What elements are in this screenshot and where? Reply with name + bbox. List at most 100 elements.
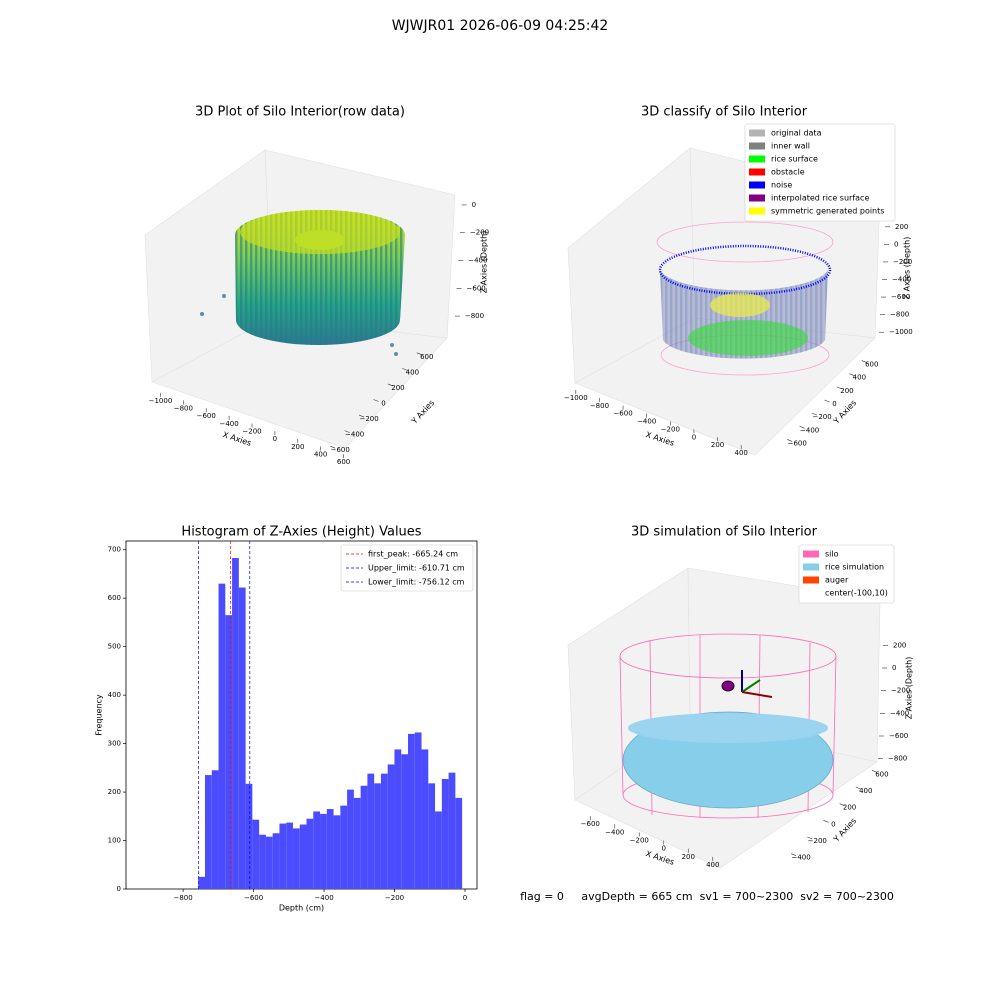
y-tick-label: 400 xyxy=(406,368,419,376)
x-tick-label: 400 xyxy=(706,861,719,869)
x-tick-label: −800 xyxy=(590,402,609,410)
tick-mark xyxy=(790,853,797,856)
y-tick-label: 100 xyxy=(108,837,121,845)
x-tick-label: 200 xyxy=(291,443,304,451)
legend-label: interpolated rice surface xyxy=(771,194,869,203)
tick-mark xyxy=(799,426,805,429)
bar xyxy=(401,754,408,889)
y-tick-label: 600 xyxy=(108,594,121,602)
legend-label: inner wall xyxy=(771,142,810,151)
x-tick-label: 0 xyxy=(692,433,696,441)
y-tick-label: −200 xyxy=(808,837,827,845)
z-tick-label: −400 xyxy=(892,276,911,284)
bar xyxy=(407,733,415,889)
legend-box xyxy=(340,544,474,592)
bar xyxy=(347,789,354,889)
z-tick-label: 0 xyxy=(472,201,476,209)
bar xyxy=(441,778,449,889)
y-tick-label: 300 xyxy=(108,740,121,748)
x-tick-label: −600 xyxy=(613,410,632,418)
y-tick-label: 600 xyxy=(420,353,433,361)
z-tick-label: −1000 xyxy=(889,328,913,336)
x-tick-label: 0 xyxy=(662,845,666,853)
bar xyxy=(252,819,260,889)
bar xyxy=(435,811,442,889)
x-tick-label: 200 xyxy=(682,853,695,861)
y-tick-label: 400 xyxy=(853,374,866,382)
y-tick-label: −200 xyxy=(359,415,378,423)
y-tick-label: 200 xyxy=(108,788,121,796)
z-tick-label: −200 xyxy=(470,229,489,237)
bar xyxy=(232,557,239,889)
y-tick-label: 500 xyxy=(108,643,121,651)
tick-mark xyxy=(416,352,422,356)
legend-label: symmetric generated points xyxy=(771,207,884,216)
bar xyxy=(272,833,280,889)
y-tick-label: 0 xyxy=(832,400,836,408)
y-axis-label: Frequency xyxy=(95,694,104,736)
auger xyxy=(721,670,773,698)
bar xyxy=(374,783,381,889)
z-tick-label: −400 xyxy=(890,709,909,717)
tick-mark xyxy=(387,383,394,387)
tick-mark xyxy=(373,399,379,402)
tick-mark xyxy=(823,820,829,823)
x-tick-label: −600 xyxy=(581,820,600,828)
y-tick-label: −400 xyxy=(800,426,819,434)
legend-label: Lower_limit: -756.12 cm xyxy=(368,578,465,587)
z-tick-label: −400 xyxy=(468,257,487,265)
tick-mark xyxy=(402,368,408,371)
bar xyxy=(387,764,395,889)
bar xyxy=(455,797,463,889)
tick-mark xyxy=(344,430,350,433)
legend-box xyxy=(744,123,896,222)
x-tick-label: −200 xyxy=(661,425,680,433)
bar xyxy=(414,732,422,889)
y-tick-label: 400 xyxy=(108,691,121,699)
legend-swatch xyxy=(803,576,819,584)
bar xyxy=(340,805,348,889)
z-tick-label: 0 xyxy=(892,664,896,672)
tick-mark xyxy=(787,439,793,442)
y-tick-label: 200 xyxy=(840,387,853,395)
x-tick-label: −200 xyxy=(242,428,261,436)
plot-title: 3D classify of Silo Interior xyxy=(641,105,808,120)
simulation xyxy=(619,633,837,819)
z-tick-label: −600 xyxy=(467,284,486,292)
z-tick-label: −800 xyxy=(465,312,484,320)
suptitle: WJWJR01 2026-06-09 04:25:42 xyxy=(392,18,609,34)
legend-label: obstacle xyxy=(771,168,805,177)
footer: flag = 0 avgDepth = 665 cm sv1 = 700~230… xyxy=(520,890,894,903)
tick-mark xyxy=(849,373,855,376)
x-tick-label: 0 xyxy=(273,435,277,443)
z-tick-label: −200 xyxy=(893,258,912,266)
legend-label: auger xyxy=(825,576,849,585)
y-tick-label: −400 xyxy=(345,431,364,439)
bar xyxy=(313,811,321,889)
tick-mark xyxy=(871,770,878,773)
x-tick-label: −400 xyxy=(219,420,238,428)
plot-title: Histogram of Z-Axies (Height) Values xyxy=(181,525,421,540)
legend-swatch xyxy=(749,207,765,215)
x-tick-label: 400 xyxy=(735,449,748,457)
point-cloud-1 xyxy=(200,210,405,356)
bar xyxy=(299,824,307,889)
legend-label: noise xyxy=(771,181,792,190)
legend-swatch xyxy=(749,142,765,150)
legend-swatch xyxy=(749,194,765,202)
x-tick-label: 600 xyxy=(337,458,350,466)
x-tick-label: −400 xyxy=(605,828,624,836)
x-tick-label: −1000 xyxy=(564,394,588,402)
bar xyxy=(211,770,219,889)
x-tick-label: 400 xyxy=(314,451,327,459)
bar xyxy=(279,823,287,889)
z-tick-label: 200 xyxy=(893,641,906,649)
tick-mark xyxy=(839,803,845,806)
x-axis-label: X Axies xyxy=(645,849,676,867)
bar xyxy=(326,809,334,889)
x-tick-label: −400 xyxy=(637,418,656,426)
bar xyxy=(320,813,327,889)
legend-swatch xyxy=(749,181,765,189)
y-tick-label: −200 xyxy=(812,413,831,421)
